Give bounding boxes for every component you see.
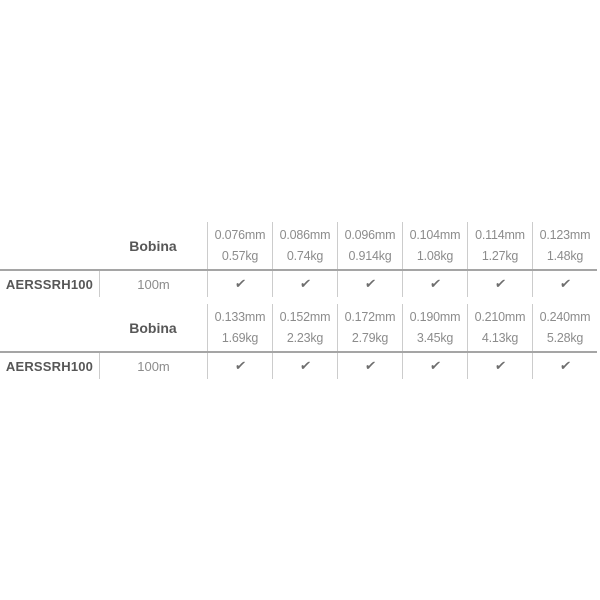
availability-cell: ✔: [402, 271, 467, 297]
test-strength-value: 0.57kg: [221, 248, 259, 263]
test-strength-value: 3.45kg: [416, 330, 454, 345]
length-value: 100m: [137, 276, 170, 292]
availability-cell: ✔: [467, 271, 532, 297]
length-cell: 100m: [99, 271, 207, 297]
diameter-value: 0.096mm: [344, 227, 396, 242]
spec-header-cell: 0.123mm 1.48kg: [532, 222, 597, 269]
availability-cell: ✔: [337, 271, 402, 297]
diameter-value: 0.172mm: [344, 309, 396, 324]
check-icon: ✔: [493, 358, 507, 373]
test-strength-value: 2.23kg: [286, 330, 324, 345]
spec-header-cell: 0.086mm 0.74kg: [272, 222, 337, 269]
spec-header-row: Bobina 0.076mm 0.57kg 0.086mm 0.74kg 0.0…: [0, 222, 597, 269]
spec-header-cell: 0.133mm 1.69kg: [207, 304, 272, 351]
check-icon: ✔: [558, 276, 572, 291]
spec-block-1: Bobina 0.076mm 0.57kg 0.086mm 0.74kg 0.0…: [0, 222, 597, 297]
availability-cell: ✔: [272, 353, 337, 379]
diameter-value: 0.076mm: [214, 227, 266, 242]
test-strength-value: 0.74kg: [286, 248, 324, 263]
check-icon: ✔: [298, 276, 312, 291]
diameter-value: 0.086mm: [279, 227, 331, 242]
model-header-cell: [0, 304, 99, 351]
model-code: AERSSRH100: [5, 358, 94, 374]
model-code-cell: AERSSRH100: [0, 353, 99, 379]
diameter-value: 0.210mm: [474, 309, 526, 324]
model-header-cell: [0, 222, 99, 269]
availability-cell: ✔: [207, 271, 272, 297]
test-strength-value: 2.79kg: [351, 330, 389, 345]
table-row: AERSSRH100 100m ✔ ✔ ✔ ✔ ✔ ✔: [0, 271, 597, 297]
diameter-value: 0.190mm: [409, 309, 461, 324]
spec-header-cell: 0.096mm 0.914kg: [337, 222, 402, 269]
availability-cell: ✔: [337, 353, 402, 379]
check-icon: ✔: [233, 358, 247, 373]
spec-header-row: Bobina 0.133mm 1.69kg 0.152mm 2.23kg 0.1…: [0, 304, 597, 351]
spec-header-cell: 0.210mm 4.13kg: [467, 304, 532, 351]
spool-label: Bobina: [129, 237, 177, 254]
header-divider-line: [0, 269, 597, 271]
header-divider-line: [0, 351, 597, 353]
diameter-value: 0.152mm: [279, 309, 331, 324]
check-icon: ✔: [558, 358, 572, 373]
diameter-value: 0.114mm: [475, 227, 525, 242]
table-row: AERSSRH100 100m ✔ ✔ ✔ ✔ ✔ ✔: [0, 353, 597, 379]
length-cell: 100m: [99, 353, 207, 379]
check-icon: ✔: [428, 358, 442, 373]
spec-header-cell: 0.076mm 0.57kg: [207, 222, 272, 269]
check-icon: ✔: [233, 276, 247, 291]
spec-header-cell: 0.172mm 2.79kg: [337, 304, 402, 351]
availability-cell: ✔: [532, 353, 597, 379]
check-icon: ✔: [493, 276, 507, 291]
length-value: 100m: [137, 358, 170, 374]
check-icon: ✔: [298, 358, 312, 373]
diameter-value: 0.240mm: [539, 309, 591, 324]
test-strength-value: 5.28kg: [546, 330, 584, 345]
test-strength-value: 1.27kg: [481, 248, 519, 263]
availability-cell: ✔: [532, 271, 597, 297]
model-code-cell: AERSSRH100: [0, 271, 99, 297]
test-strength-value: 1.08kg: [416, 248, 454, 263]
availability-cell: ✔: [402, 353, 467, 379]
spec-header-cell: 0.104mm 1.08kg: [402, 222, 467, 269]
spool-header-cell: Bobina: [99, 304, 207, 351]
diameter-value: 0.133mm: [214, 309, 266, 324]
spec-block-2: Bobina 0.133mm 1.69kg 0.152mm 2.23kg 0.1…: [0, 304, 597, 379]
availability-cell: ✔: [272, 271, 337, 297]
test-strength-value: 1.48kg: [546, 248, 584, 263]
spec-header-cell: 0.114mm 1.27kg: [467, 222, 532, 269]
check-icon: ✔: [428, 276, 442, 291]
spool-label: Bobina: [129, 319, 177, 336]
check-icon: ✔: [363, 358, 377, 373]
spec-header-cell: 0.240mm 5.28kg: [532, 304, 597, 351]
availability-cell: ✔: [207, 353, 272, 379]
diameter-value: 0.123mm: [539, 227, 591, 242]
check-icon: ✔: [363, 276, 377, 291]
spec-header-cell: 0.152mm 2.23kg: [272, 304, 337, 351]
model-code: AERSSRH100: [5, 276, 94, 292]
line-spec-table: Bobina 0.076mm 0.57kg 0.086mm 0.74kg 0.0…: [0, 222, 597, 379]
test-strength-value: 4.13kg: [481, 330, 519, 345]
spec-header-cell: 0.190mm 3.45kg: [402, 304, 467, 351]
diameter-value: 0.104mm: [409, 227, 461, 242]
spool-header-cell: Bobina: [99, 222, 207, 269]
test-strength-value: 1.69kg: [221, 330, 259, 345]
test-strength-value: 0.914kg: [348, 248, 392, 263]
availability-cell: ✔: [467, 353, 532, 379]
